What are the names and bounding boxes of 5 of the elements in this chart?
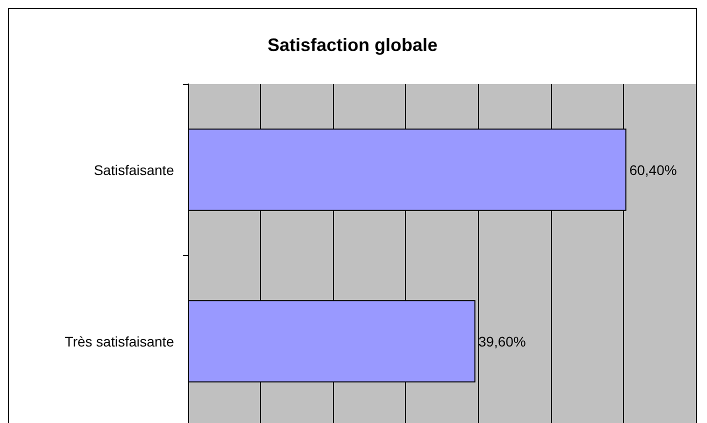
data-label: 60,40% bbox=[629, 162, 677, 178]
chart-title: Satisfaction globale bbox=[267, 35, 438, 55]
y-tick-label: Satisfaisante bbox=[94, 162, 174, 178]
y-tick-label: Très satisfaisante bbox=[64, 333, 174, 350]
data-label: 39,60% bbox=[478, 333, 526, 350]
